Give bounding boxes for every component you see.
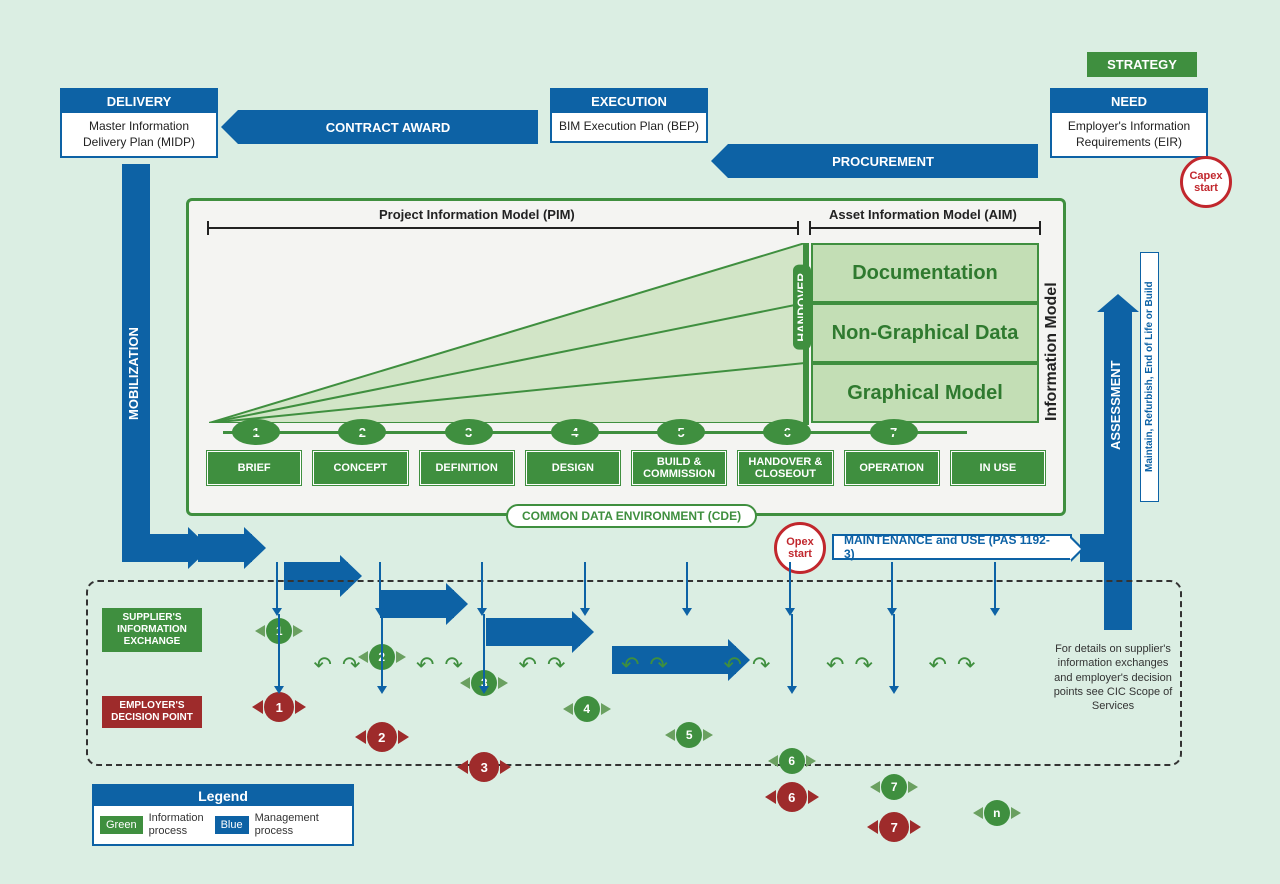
need-body: Employer's Information Requirements (EIR…	[1052, 113, 1206, 156]
delivery-body: Master Information Delivery Plan (MIDP)	[62, 113, 216, 156]
employer-node-3: 3	[469, 752, 499, 782]
employer-node-6: 6	[777, 782, 807, 812]
wedge	[209, 243, 805, 423]
drop-arrow-7	[994, 562, 996, 610]
cde-frame: Project Information Model (PIM) Asset In…	[186, 198, 1066, 516]
assessment-label: ASSESSMENT	[1108, 330, 1123, 450]
exchange-note: For details on supplier's information ex…	[1048, 642, 1178, 713]
cycle-icon-1: ↶ ↷	[416, 652, 465, 678]
employer-label: EMPLOYER'S DECISION POINT	[102, 696, 202, 728]
phase-row: 1BRIEF2CONCEPT3DEFINITION4DESIGN5BUILD &…	[203, 419, 1053, 495]
legend: Legend Green Information process Blue Ma…	[92, 784, 354, 846]
execution-hdr: EXECUTION	[552, 90, 706, 113]
assessment-corner	[1080, 534, 1132, 562]
execution-box: EXECUTION BIM Execution Plan (BEP)	[550, 88, 708, 143]
need-hdr: NEED	[1052, 90, 1206, 113]
procurement-label: PROCUREMENT	[832, 154, 934, 169]
delivery-hdr: DELIVERY	[62, 90, 216, 113]
conn-1	[278, 614, 280, 690]
drop-arrow-1	[379, 562, 381, 610]
capex-circle: Capex start	[1180, 156, 1232, 208]
need-box: NEED Employer's Information Requirements…	[1050, 88, 1208, 158]
cde-label: COMMON DATA ENVIRONMENT (CDE)	[506, 504, 757, 528]
phase-box-2: DEFINITION	[420, 451, 514, 485]
conn-7	[893, 614, 895, 690]
cycle-icon-5: ↶ ↷	[826, 652, 875, 678]
red-nodes: 12367	[228, 692, 1048, 726]
legend-green-txt: Information process	[149, 812, 209, 838]
cycle-icon-6: ↶ ↷	[929, 652, 978, 678]
phase-box-0: BRIEF	[207, 451, 301, 485]
band-doc: Documentation	[811, 243, 1039, 303]
drop-arrow-2	[481, 562, 483, 610]
sweep-arrows	[198, 534, 770, 562]
legend-blue: Blue	[215, 816, 249, 834]
drop-arrows	[226, 562, 1046, 622]
capex-text: Capex start	[1183, 170, 1229, 194]
mobilization-corner	[122, 534, 192, 562]
aim-label: Asset Information Model (AIM)	[829, 207, 1017, 222]
legend-title: Legend	[94, 786, 352, 806]
cycle-icon-2: ↶ ↷	[519, 652, 568, 678]
phase-box-4: BUILD & COMMISSION	[632, 451, 726, 485]
employer-node-7: 7	[879, 812, 909, 842]
phase-box-6: OPERATION	[845, 451, 939, 485]
cycle-icons: ↶ ↷ ↶ ↷ ↶ ↷ ↶ ↷ ↶ ↷ ↶ ↷ ↶ ↷	[228, 652, 1048, 678]
conn-3	[483, 614, 485, 690]
maint-text: MAINTENANCE and USE (PAS 1192-3)	[844, 533, 1060, 561]
cycle-icon-3: ↶ ↷	[621, 652, 670, 678]
supplier-node-n: n	[984, 800, 1010, 826]
maint-box: MAINTENANCE and USE (PAS 1192-3)	[832, 534, 1072, 560]
supplier-label: SUPPLIER'S INFORMATION EXCHANGE	[102, 608, 202, 652]
info-model-label: Information Model	[1043, 261, 1061, 421]
phase-line	[223, 431, 967, 434]
green-nodes: 1234567n	[228, 618, 1048, 648]
employer-node-1: 1	[264, 692, 294, 722]
employer-node-2: 2	[367, 722, 397, 752]
phase-box-7: IN USE	[951, 451, 1045, 485]
opex-text: Opex start	[777, 536, 823, 560]
band-ngd: Non-Graphical Data	[811, 303, 1039, 363]
contract-label: CONTRACT AWARD	[326, 120, 450, 135]
drop-arrow-5	[789, 562, 791, 610]
sweep-seg-0	[198, 534, 252, 562]
execution-body: BIM Execution Plan (BEP)	[552, 113, 706, 141]
cycle-icon-4: ↶ ↷	[724, 652, 773, 678]
drop-arrow-6	[891, 562, 893, 610]
legend-blue-txt: Management process	[255, 812, 325, 838]
mobilization-label: MOBILIZATION	[126, 280, 141, 420]
contract-arrow: CONTRACT AWARD	[238, 110, 538, 144]
phase-box-3: DESIGN	[526, 451, 620, 485]
conn-2	[381, 614, 383, 690]
handover-bar	[803, 243, 809, 425]
delivery-box: DELIVERY Master Information Delivery Pla…	[60, 88, 218, 158]
supplier-node-7: 7	[881, 774, 907, 800]
supplier-node-6: 6	[779, 748, 805, 774]
drop-arrow-4	[686, 562, 688, 610]
pim-label: Project Information Model (PIM)	[379, 207, 575, 222]
cycle-icon-0: ↶ ↷	[314, 652, 363, 678]
phase-box-1: CONCEPT	[313, 451, 407, 485]
aim-line	[809, 227, 1041, 229]
right-note: Maintain, Refurbish, End of Life or Buil…	[1140, 252, 1159, 502]
procurement-arrow: PROCUREMENT	[728, 144, 1038, 178]
strategy-tag: STRATEGY	[1087, 52, 1197, 77]
band-gm: Graphical Model	[811, 363, 1039, 423]
legend-green: Green	[100, 816, 143, 834]
drop-arrow-0	[276, 562, 278, 610]
phase-box-5: HANDOVER & CLOSEOUT	[738, 451, 832, 485]
pim-line	[207, 227, 799, 229]
drop-arrow-3	[584, 562, 586, 610]
conn-6	[791, 614, 793, 690]
